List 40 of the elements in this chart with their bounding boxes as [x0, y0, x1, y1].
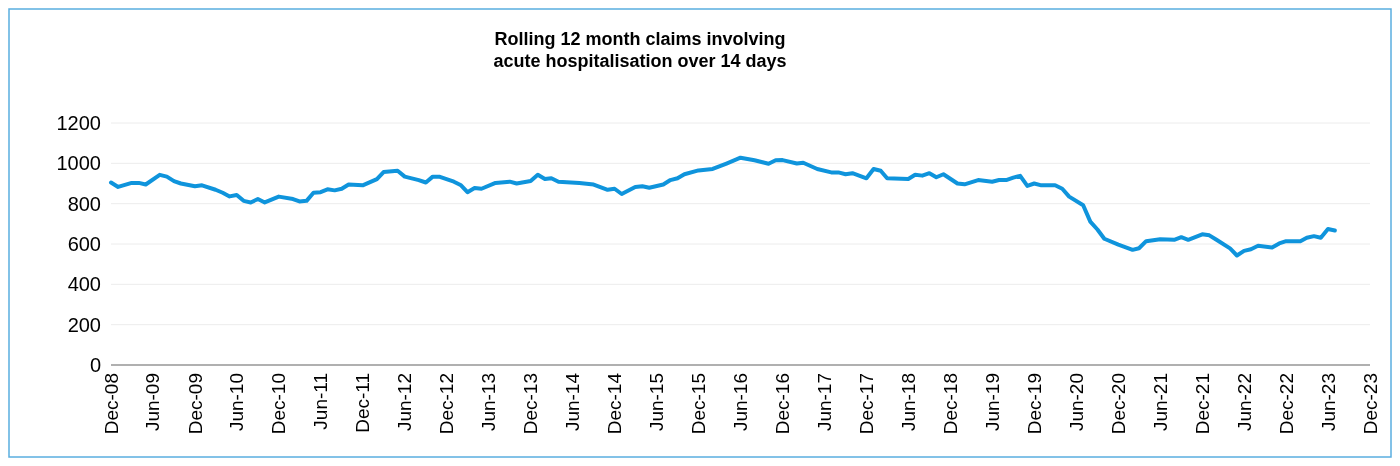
x-tick-label: Dec-23 [1359, 373, 1381, 435]
x-tick-label: Jun-11 [310, 373, 332, 430]
y-tick-label: 200 [67, 313, 101, 336]
x-tick-label: Dec-22 [1275, 373, 1297, 435]
x-tick-label: Dec-15 [688, 373, 710, 435]
x-tick-label: Dec-10 [268, 373, 290, 435]
x-tick-label: Dec-09 [184, 373, 206, 435]
x-tick-label: Jun-15 [646, 373, 668, 432]
y-tick-label: 0 [89, 354, 101, 376]
x-tick-label: Dec-08 [100, 373, 122, 435]
x-tick-label: Dec-21 [1191, 373, 1213, 435]
y-tick-label: 800 [67, 192, 101, 215]
x-tick-label: Dec-12 [436, 373, 458, 435]
x-tick-label: Jun-17 [814, 373, 836, 432]
x-tick-label: Dec-18 [939, 373, 961, 435]
line-series [109, 155, 1337, 258]
x-tick-label: Jun-12 [394, 373, 416, 432]
x-tick-label: Jun-13 [478, 373, 500, 432]
x-tick-label: Dec-17 [856, 373, 878, 435]
x-tick-label: Jun-18 [897, 373, 919, 432]
x-tick-label: Jun-16 [730, 373, 752, 432]
y-tick-label: 1200 [56, 112, 101, 134]
x-tick-label: Dec-14 [604, 372, 626, 435]
y-tick-label: 1000 [56, 152, 101, 175]
x-tick-label: Dec-11 [352, 373, 374, 433]
x-tick-label: Jun-14 [562, 372, 584, 432]
chart-title: Rolling 12 month claims involving acute hospitalisation over 14 days [493, 29, 787, 71]
x-tick-label: Jun-21 [1149, 373, 1171, 432]
x-tick-label: Dec-13 [520, 373, 542, 435]
x-tick-label: Dec-20 [1107, 373, 1129, 435]
x-tick-label: Dec-19 [1023, 373, 1045, 435]
x-tick-label: Jun-09 [142, 373, 164, 432]
x-tick-label: Jun-22 [1233, 373, 1255, 432]
x-tick-label: Jun-19 [981, 373, 1003, 432]
x-tick-label: Jun-23 [1317, 373, 1339, 432]
x-tick-label: Jun-20 [1065, 373, 1087, 432]
y-tick-label: 600 [67, 233, 101, 255]
x-tick-label: Jun-10 [226, 373, 248, 432]
x-tick-label: Dec-16 [772, 373, 794, 435]
y-tick-label: 400 [67, 273, 101, 296]
